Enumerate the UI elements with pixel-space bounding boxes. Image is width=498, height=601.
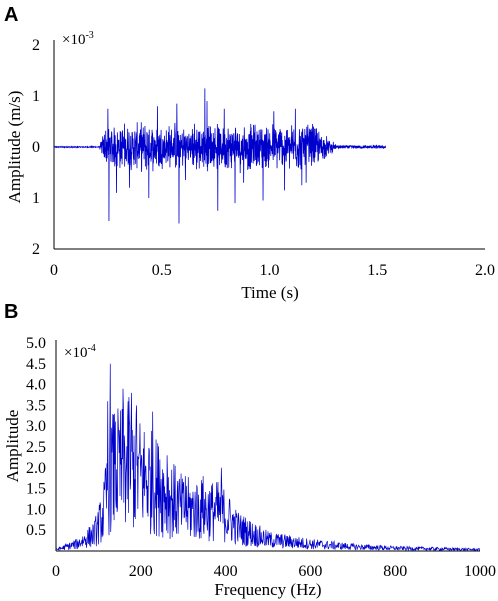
panel-a-x-axis-label: Time (s) bbox=[241, 283, 298, 302]
panel-b-y-tick: 3.0 bbox=[26, 418, 46, 435]
panel-a-multiplier: ×10-3 bbox=[62, 30, 94, 48]
panel-a-x-tick: 1.5 bbox=[367, 262, 387, 279]
panel-a-y-tick: 2 bbox=[32, 241, 40, 258]
panel-a-x-tick: 0 bbox=[50, 262, 58, 279]
panel-a-letter: A bbox=[4, 4, 18, 26]
panel-b-series-line bbox=[55, 363, 481, 552]
panel-b-x-tick: 600 bbox=[298, 563, 322, 580]
panel-a-series-line bbox=[53, 88, 387, 224]
panel-b-x-axis-label: Frequency (Hz) bbox=[214, 580, 321, 599]
panel-b-y-tick-labels: 5.0 4.5 4.0 3.5 3.0 2.5 2.0 1.5 1.0 0.5 bbox=[26, 335, 46, 539]
panel-b-y-tick: 3.5 bbox=[26, 397, 46, 414]
panel-a-y-tick: 1 bbox=[32, 190, 40, 207]
panel-b-y-tick: 1.0 bbox=[26, 501, 46, 518]
panel-b: B ×10-4 5.0 4.5 4.0 3.5 3.0 2.5 2.0 1.5 1.0 0.5 0… bbox=[3, 301, 496, 599]
panel-b-y-tick: 4.5 bbox=[26, 356, 46, 373]
panel-b-y-tick: 5.0 bbox=[26, 335, 46, 352]
panel-a-x-tick: 2.0 bbox=[475, 262, 495, 279]
panel-b-y-tick: 2.5 bbox=[26, 439, 46, 456]
panel-a-x-tick: 0.5 bbox=[152, 262, 172, 279]
panel-a-x-tick: 1.0 bbox=[260, 262, 280, 279]
panel-a: A ×10-3 2 1 0 1 2 0 0.5 1.0 1.5 2.0 Time (s) Amp… bbox=[4, 4, 495, 302]
panel-b-x-tick-labels: 0 200 400 600 800 1000 bbox=[52, 563, 496, 580]
panel-b-x-tick: 800 bbox=[383, 563, 407, 580]
panel-b-x-tick: 1000 bbox=[464, 563, 496, 580]
panel-b-multiplier: ×10-4 bbox=[64, 343, 96, 361]
panel-a-y-tick-labels: 2 1 0 1 2 bbox=[32, 37, 40, 258]
panel-a-y-tick: 2 bbox=[32, 37, 40, 54]
panel-b-y-tick: 4.0 bbox=[26, 377, 46, 394]
panel-b-x-tick: 200 bbox=[129, 563, 153, 580]
panel-b-letter: B bbox=[4, 301, 18, 323]
panel-b-y-axis-label: Amplitude bbox=[3, 410, 22, 483]
panel-a-y-tick: 1 bbox=[32, 88, 40, 105]
panel-b-y-tick: 0.5 bbox=[26, 522, 46, 539]
panel-a-y-tick: 0 bbox=[32, 139, 40, 156]
panel-a-y-axis-label: Amplitude (m/s) bbox=[5, 91, 24, 204]
panel-b-y-tick: 1.5 bbox=[26, 481, 46, 498]
panel-b-x-tick: 400 bbox=[214, 563, 238, 580]
panel-b-y-tick: 2.0 bbox=[26, 460, 46, 477]
panel-b-x-tick: 0 bbox=[52, 563, 60, 580]
panel-a-x-tick-labels: 0 0.5 1.0 1.5 2.0 bbox=[50, 262, 495, 279]
